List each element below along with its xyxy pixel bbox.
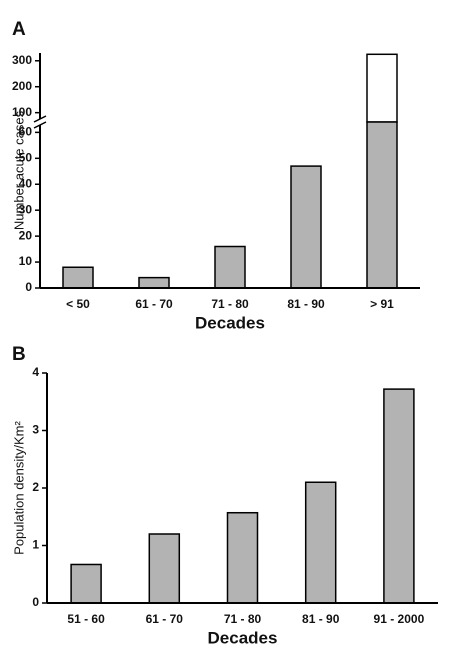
y-tick-label: 2 bbox=[32, 480, 39, 494]
y-tick-label: 0 bbox=[25, 280, 32, 294]
bar bbox=[138, 276, 170, 289]
axis-break-gap bbox=[34, 119, 46, 125]
x-tick-label: < 50 bbox=[66, 297, 90, 311]
x-axis-label: Decades bbox=[208, 628, 278, 647]
y-tick-label: 20 bbox=[19, 228, 33, 242]
y-tick-label: 100 bbox=[12, 105, 32, 119]
bar bbox=[214, 245, 246, 289]
bar bbox=[383, 388, 415, 604]
y-axis-label: Number acute cases bbox=[11, 110, 26, 230]
bar bbox=[304, 481, 337, 604]
y-tick-label: 30 bbox=[19, 202, 33, 216]
y-tick-label: 60 bbox=[19, 125, 33, 139]
panel-label: A bbox=[12, 19, 26, 40]
panel-label: B bbox=[12, 344, 26, 365]
bar bbox=[148, 533, 181, 604]
y-axis-label: Population density/Km² bbox=[11, 420, 26, 554]
x-tick-label: 81 - 90 bbox=[287, 297, 325, 311]
bar bbox=[70, 563, 102, 604]
y-tick-label: 0 bbox=[32, 595, 39, 609]
x-tick-label: 91 - 2000 bbox=[374, 612, 425, 626]
bar bbox=[226, 511, 259, 604]
y-tick-label: 50 bbox=[19, 150, 33, 164]
y-tick-label: 4 bbox=[32, 365, 39, 379]
x-tick-label: 61 - 70 bbox=[135, 297, 173, 311]
y-tick-label: 1 bbox=[32, 538, 39, 552]
bar bbox=[366, 121, 398, 289]
x-tick-label: > 91 bbox=[370, 297, 394, 311]
x-axis-label: Decades bbox=[195, 313, 265, 332]
x-tick-label: 81 - 90 bbox=[302, 612, 340, 626]
axis-break bbox=[33, 115, 47, 123]
y-tick-label: 3 bbox=[32, 423, 39, 437]
y-tick-label: 200 bbox=[12, 79, 32, 93]
x-tick-label: 71 - 80 bbox=[224, 612, 262, 626]
y-tick-label: 40 bbox=[19, 176, 33, 190]
x-tick-label: 51 - 60 bbox=[67, 612, 105, 626]
x-tick-label: 71 - 80 bbox=[211, 297, 249, 311]
bar bbox=[290, 165, 322, 289]
y-tick-label: 10 bbox=[19, 254, 33, 268]
y-tick-label: 300 bbox=[12, 53, 32, 67]
axis-break bbox=[33, 121, 47, 129]
bar bbox=[366, 53, 398, 123]
x-tick-label: 61 - 70 bbox=[146, 612, 184, 626]
bar bbox=[62, 266, 94, 289]
